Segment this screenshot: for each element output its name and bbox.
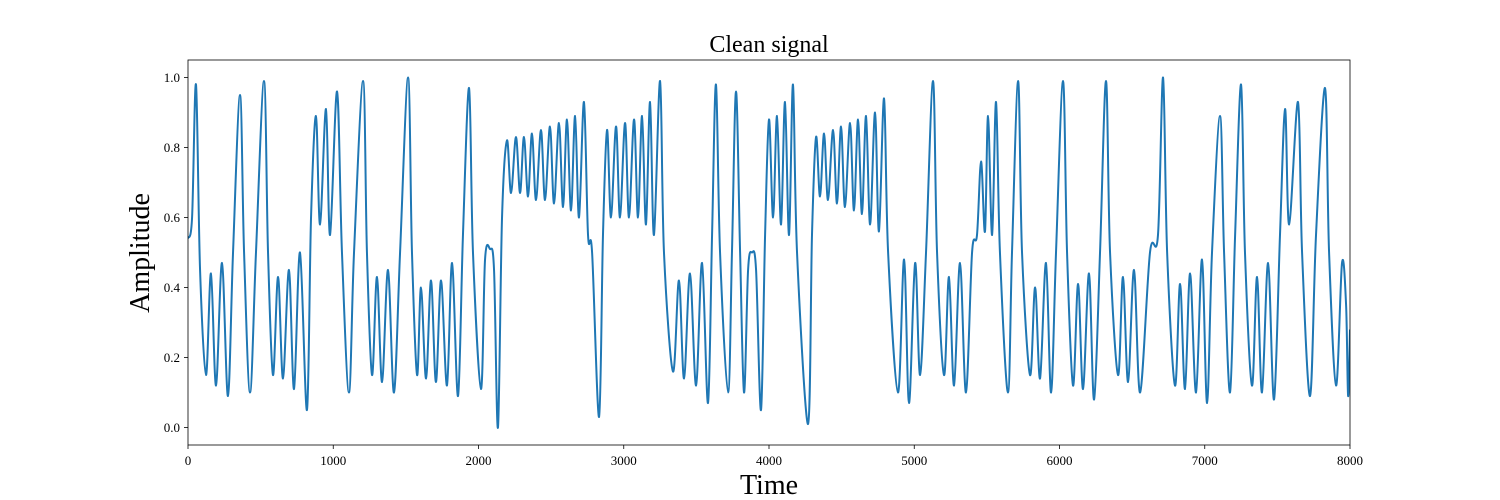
x-tick-label: 0 (185, 453, 192, 468)
x-tick-label: 1000 (320, 453, 346, 468)
y-axis-label: Amplitude (125, 193, 156, 313)
x-tick-label: 6000 (1047, 453, 1073, 468)
x-tick-label: 3000 (611, 453, 637, 468)
chart-title: Clean signal (709, 32, 829, 58)
signal-line (188, 76, 1350, 429)
y-tick-label: 0.0 (164, 420, 180, 435)
y-tick-label: 1.0 (164, 70, 180, 85)
x-tick-label: 2000 (466, 453, 492, 468)
plot-frame (187, 59, 1351, 446)
x-tick-label: 7000 (1192, 453, 1218, 468)
y-tick-label: 0.8 (164, 140, 180, 155)
y-tick-label: 0.2 (164, 350, 180, 365)
x-tick-label: 8000 (1337, 453, 1363, 468)
y-tick-label: 0.4 (164, 280, 181, 295)
x-tick-label: 4000 (756, 453, 782, 468)
x-axis-label: Time (740, 470, 798, 500)
x-tick-label: 5000 (901, 453, 927, 468)
y-tick-label: 0.6 (164, 210, 181, 225)
